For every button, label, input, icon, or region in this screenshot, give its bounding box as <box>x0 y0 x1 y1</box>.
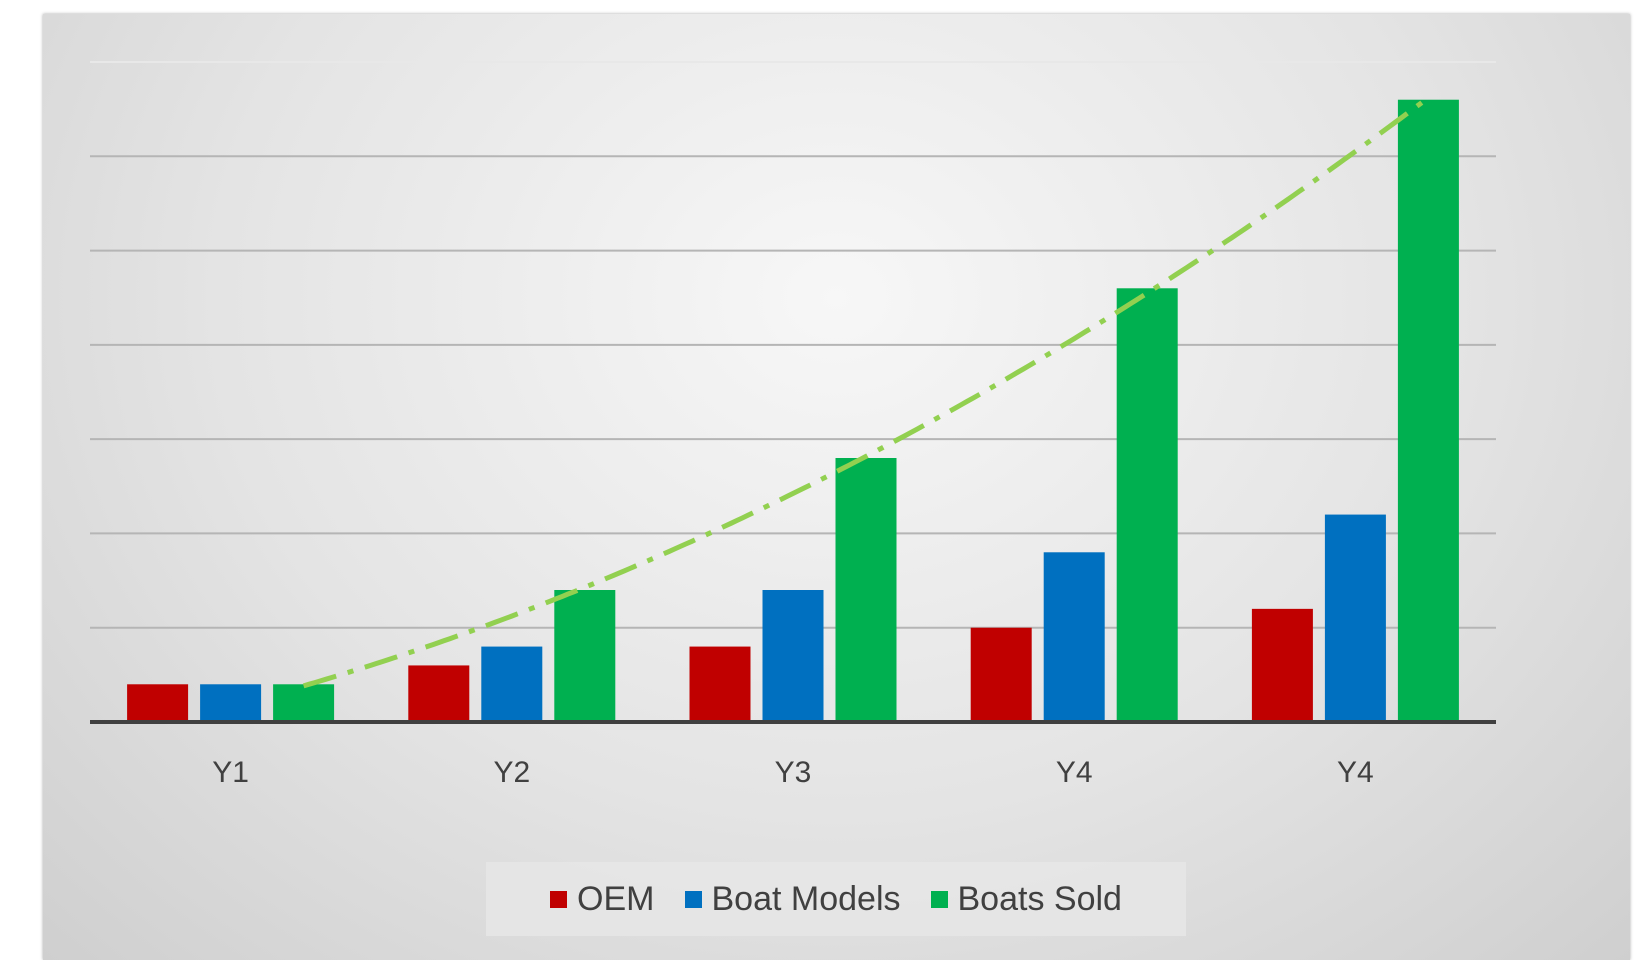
x-tick-label: Y4 <box>1337 756 1374 789</box>
bar-boat-models[interactable] <box>1043 552 1105 722</box>
legend: OEM Boat Models Boats Sold <box>486 862 1186 936</box>
bar-boats-sold[interactable] <box>835 458 897 722</box>
bar-oem[interactable] <box>970 627 1032 722</box>
bar-boats-sold[interactable] <box>1116 288 1178 722</box>
bar-boats-sold[interactable] <box>1397 99 1459 722</box>
x-tick-label: Y1 <box>212 756 249 789</box>
bar-boat-models[interactable] <box>762 590 824 722</box>
legend-swatch <box>684 890 702 908</box>
bar-oem[interactable] <box>127 684 189 722</box>
legend-swatch <box>550 890 568 908</box>
trendline-boats-sold <box>302 95 1430 689</box>
trendline <box>302 95 1430 689</box>
x-tick-label: Y3 <box>775 756 812 789</box>
x-tick-label: Y2 <box>493 756 530 789</box>
bar-chart: Y1 Y2 Y3 Y4 Y4 <box>90 61 1496 789</box>
legend-label: Boats Sold <box>957 879 1122 918</box>
legend-swatch <box>930 890 948 908</box>
chart-area: Y1 Y2 Y3 Y4 Y4 OEM Boat Models Boats Sol… <box>43 14 1630 960</box>
bar-boat-models[interactable] <box>200 684 262 722</box>
legend-item-boat-models[interactable]: Boat Models <box>684 879 901 919</box>
gridlines <box>90 61 1496 629</box>
legend-item-oem[interactable]: OEM <box>550 879 655 919</box>
x-tick-label: Y4 <box>1056 756 1093 789</box>
legend-label: Boat Models <box>711 879 901 918</box>
bar-oem[interactable] <box>1251 608 1313 722</box>
legend-label: OEM <box>577 879 655 918</box>
bars <box>127 99 1459 722</box>
bar-oem[interactable] <box>689 646 751 722</box>
x-tick-labels: Y1 Y2 Y3 Y4 Y4 <box>212 756 1374 789</box>
bar-boat-models[interactable] <box>1324 514 1386 722</box>
bar-boats-sold[interactable] <box>554 590 616 722</box>
bar-oem[interactable] <box>408 665 470 722</box>
bar-boat-models[interactable] <box>481 646 543 722</box>
legend-item-boats-sold[interactable]: Boats Sold <box>930 879 1122 919</box>
bar-boats-sold[interactable] <box>273 684 335 722</box>
